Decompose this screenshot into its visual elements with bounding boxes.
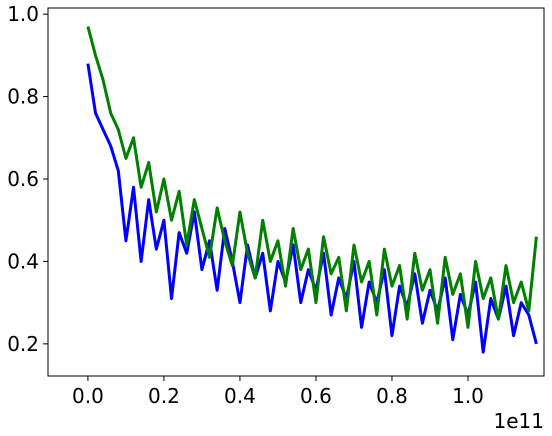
series-line bbox=[86, 26, 538, 329]
x-tick-label: 0.6 bbox=[300, 384, 332, 408]
x-tick-label: 0.4 bbox=[224, 384, 256, 408]
x-offset-label: 1e11 bbox=[494, 409, 544, 433]
y-tick-label: 0.6 bbox=[7, 167, 39, 191]
y-tick-label: 0.2 bbox=[7, 332, 39, 356]
plot-frame bbox=[47, 7, 545, 377]
y-tick-label: 0.8 bbox=[7, 85, 39, 109]
y-tick-label: 0.4 bbox=[7, 249, 39, 273]
x-tick-label: 0.2 bbox=[148, 384, 180, 408]
x-tick-label: 0.0 bbox=[72, 384, 104, 408]
y-tick-label: 1.0 bbox=[7, 2, 39, 26]
x-tick-label: 1.0 bbox=[452, 384, 484, 408]
x-tick-label: 0.8 bbox=[376, 384, 408, 408]
